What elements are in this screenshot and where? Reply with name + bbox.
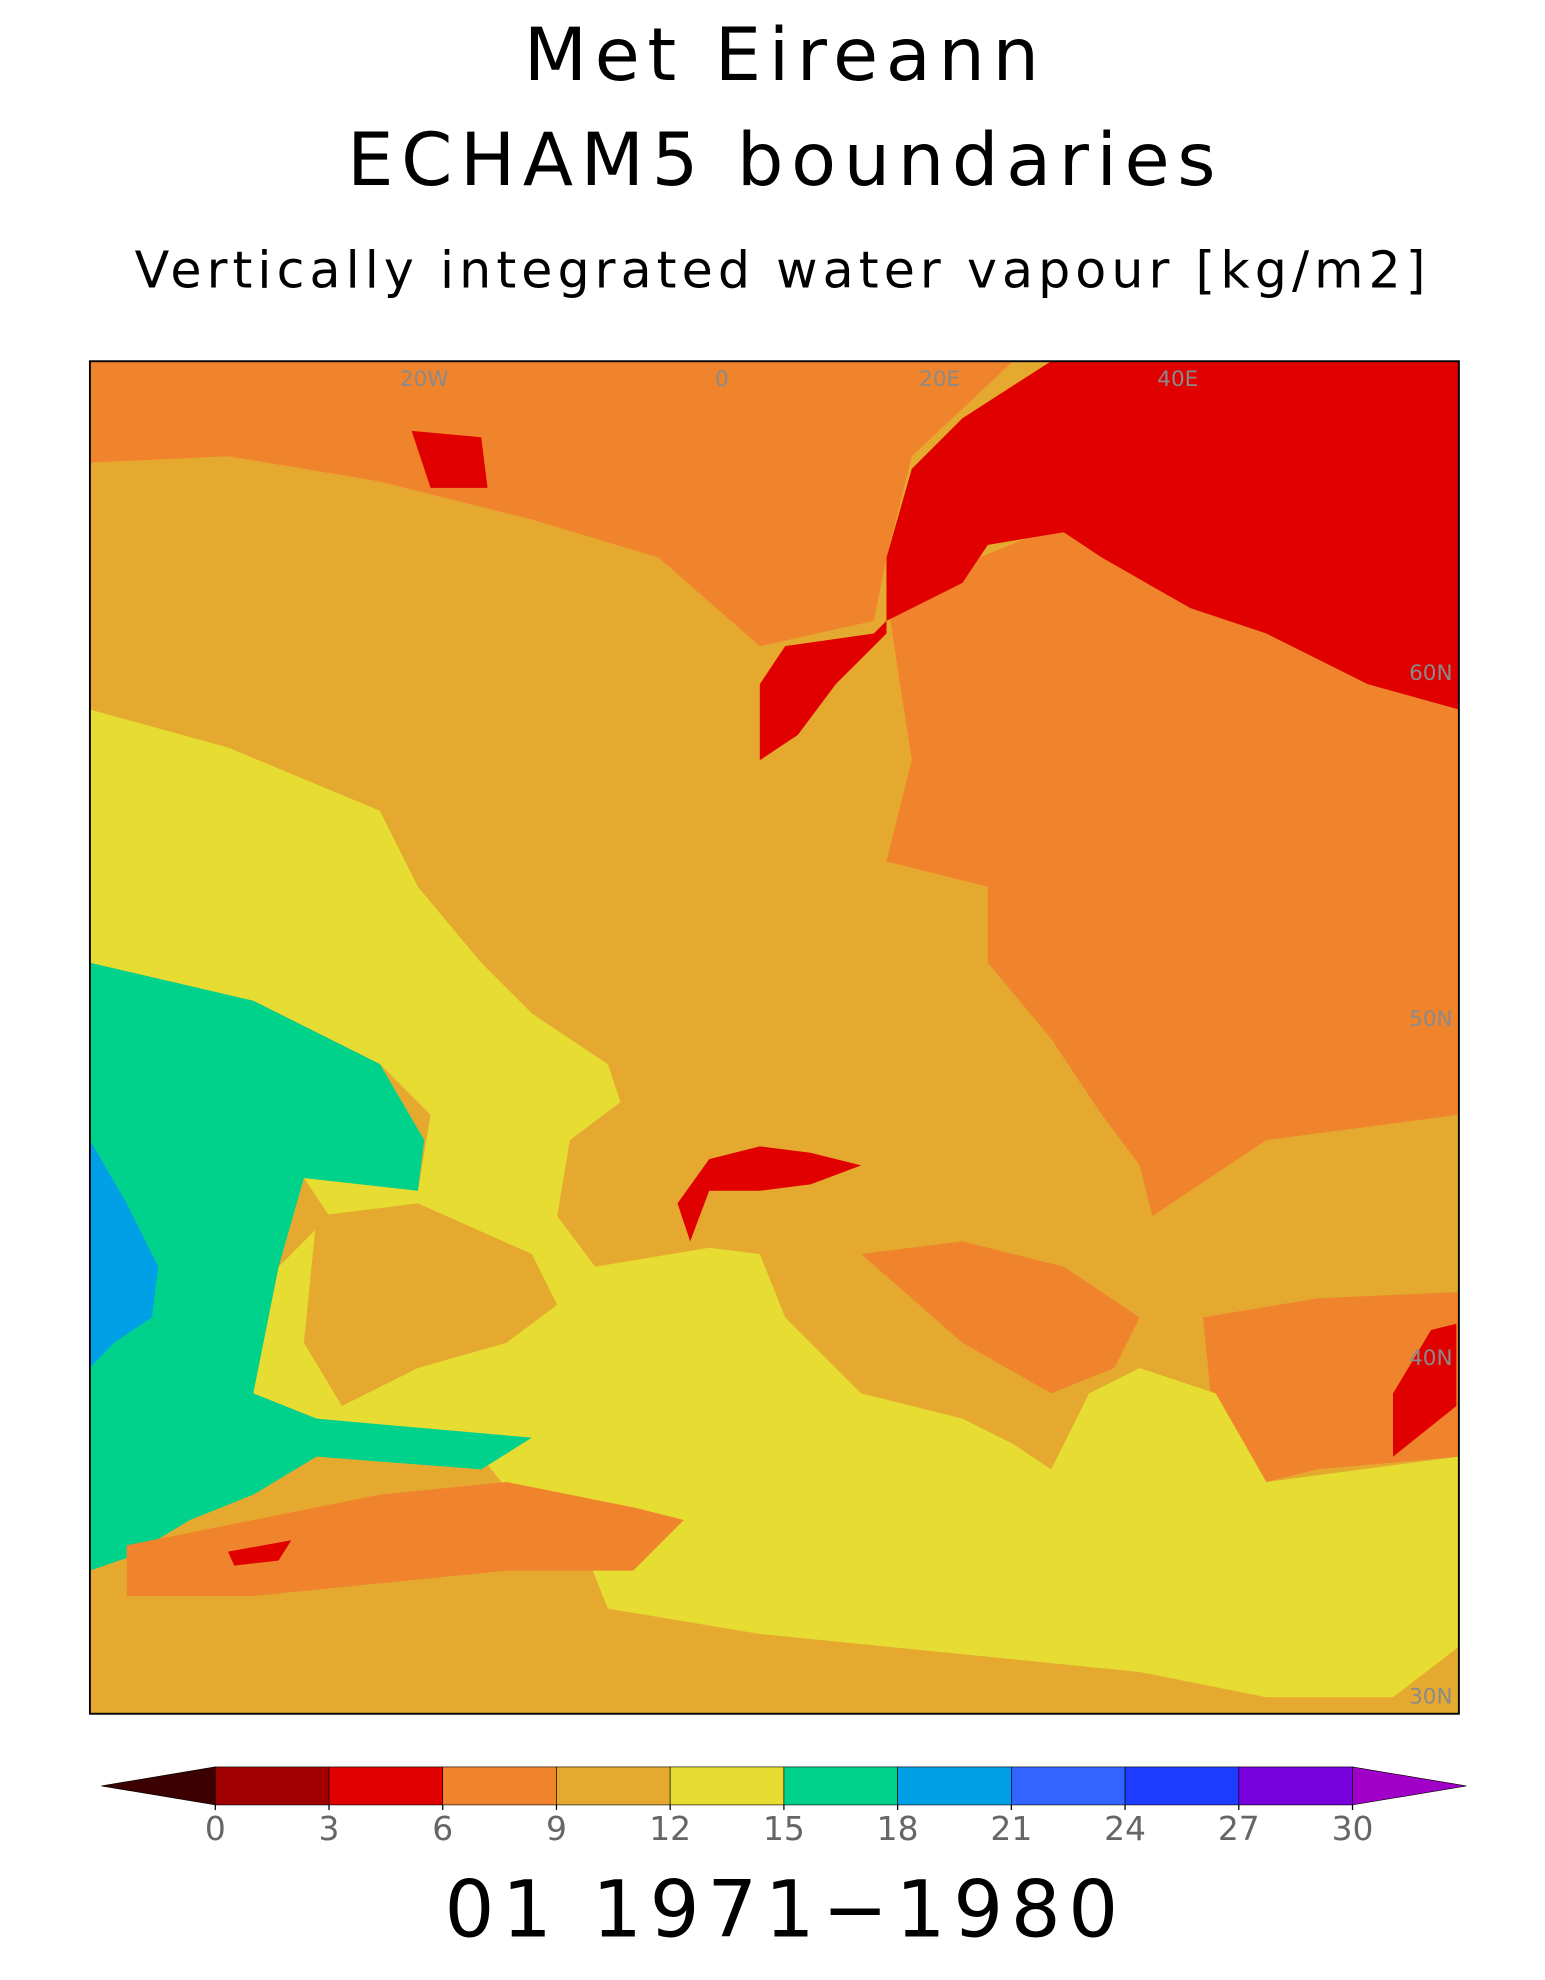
colorbar-tick-label: 18 <box>877 1809 919 1848</box>
colorbar-segment <box>1238 1766 1353 1806</box>
colorbar-over <box>1352 1766 1467 1806</box>
colorbar-tick-label: 6 <box>432 1809 453 1848</box>
colorbar-tick-label: 21 <box>990 1809 1032 1848</box>
period-label: 01 1971−1980 <box>444 1864 1125 1956</box>
colorbar-segment <box>1124 1766 1240 1806</box>
colorbar: 0 3 6 9 12 15 18 21 24 27 30 <box>101 1766 1467 1848</box>
grid-label: 0 <box>715 367 729 392</box>
water-vapour-region <box>861 1241 1140 1394</box>
map <box>89 361 1459 1714</box>
colorbar-under <box>101 1766 216 1806</box>
water-vapour-region <box>89 962 532 1571</box>
colorbar-segment <box>214 1766 330 1806</box>
colorbar-segment <box>442 1766 557 1806</box>
colorbar-segment <box>783 1766 898 1806</box>
colorbar-tick-label: 3 <box>319 1809 340 1848</box>
title: Met Eireann <box>524 13 1047 98</box>
water-vapour-region <box>1393 1323 1457 1457</box>
grid-label: 50N <box>1409 1007 1452 1032</box>
water-vapour-region <box>677 1146 862 1242</box>
grid-label: 60N <box>1409 661 1452 686</box>
water-vapour-region <box>759 361 1459 761</box>
grid-label: 30N <box>1409 1684 1452 1709</box>
colorbar-tick-label: 24 <box>1104 1809 1146 1848</box>
water-vapour-region <box>89 709 1459 1698</box>
colorbar-segment <box>669 1766 785 1806</box>
water-vapour-region <box>126 1481 684 1596</box>
grid-labels: 20W 0 20E 40E 60N 50N 40N 30N <box>400 367 1453 1709</box>
map-frame <box>88 360 1460 1715</box>
colorbar-tick-label: 0 <box>205 1809 226 1848</box>
variable-title: Vertically integrated water vapour [kg/m… <box>135 240 1431 299</box>
grid-label: 40E <box>1157 367 1198 392</box>
subtitle: ECHAM5 boundaries <box>347 118 1223 203</box>
grid-label: 40N <box>1409 1346 1452 1371</box>
grid-label: 20E <box>919 367 960 392</box>
water-vapour-region <box>89 1140 159 1369</box>
colorbar-tick-label: 15 <box>763 1809 805 1848</box>
water-vapour-region <box>89 361 1014 647</box>
water-vapour-region <box>303 1203 558 1407</box>
colorbar-tick-label: 12 <box>649 1809 691 1848</box>
colorbar-segment <box>556 1766 671 1806</box>
colorbar-tick-label: 27 <box>1218 1809 1260 1848</box>
colorbar-segment <box>1011 1766 1126 1806</box>
grid-label: 20W <box>400 367 449 392</box>
colorbar-segment <box>328 1766 444 1806</box>
colorbar-tick-label: 9 <box>546 1809 567 1848</box>
water-vapour-region <box>411 430 488 488</box>
colorbar-segment <box>897 1766 1012 1806</box>
colorbar-tick-label: 30 <box>1332 1809 1374 1848</box>
water-vapour-region <box>227 1540 292 1566</box>
